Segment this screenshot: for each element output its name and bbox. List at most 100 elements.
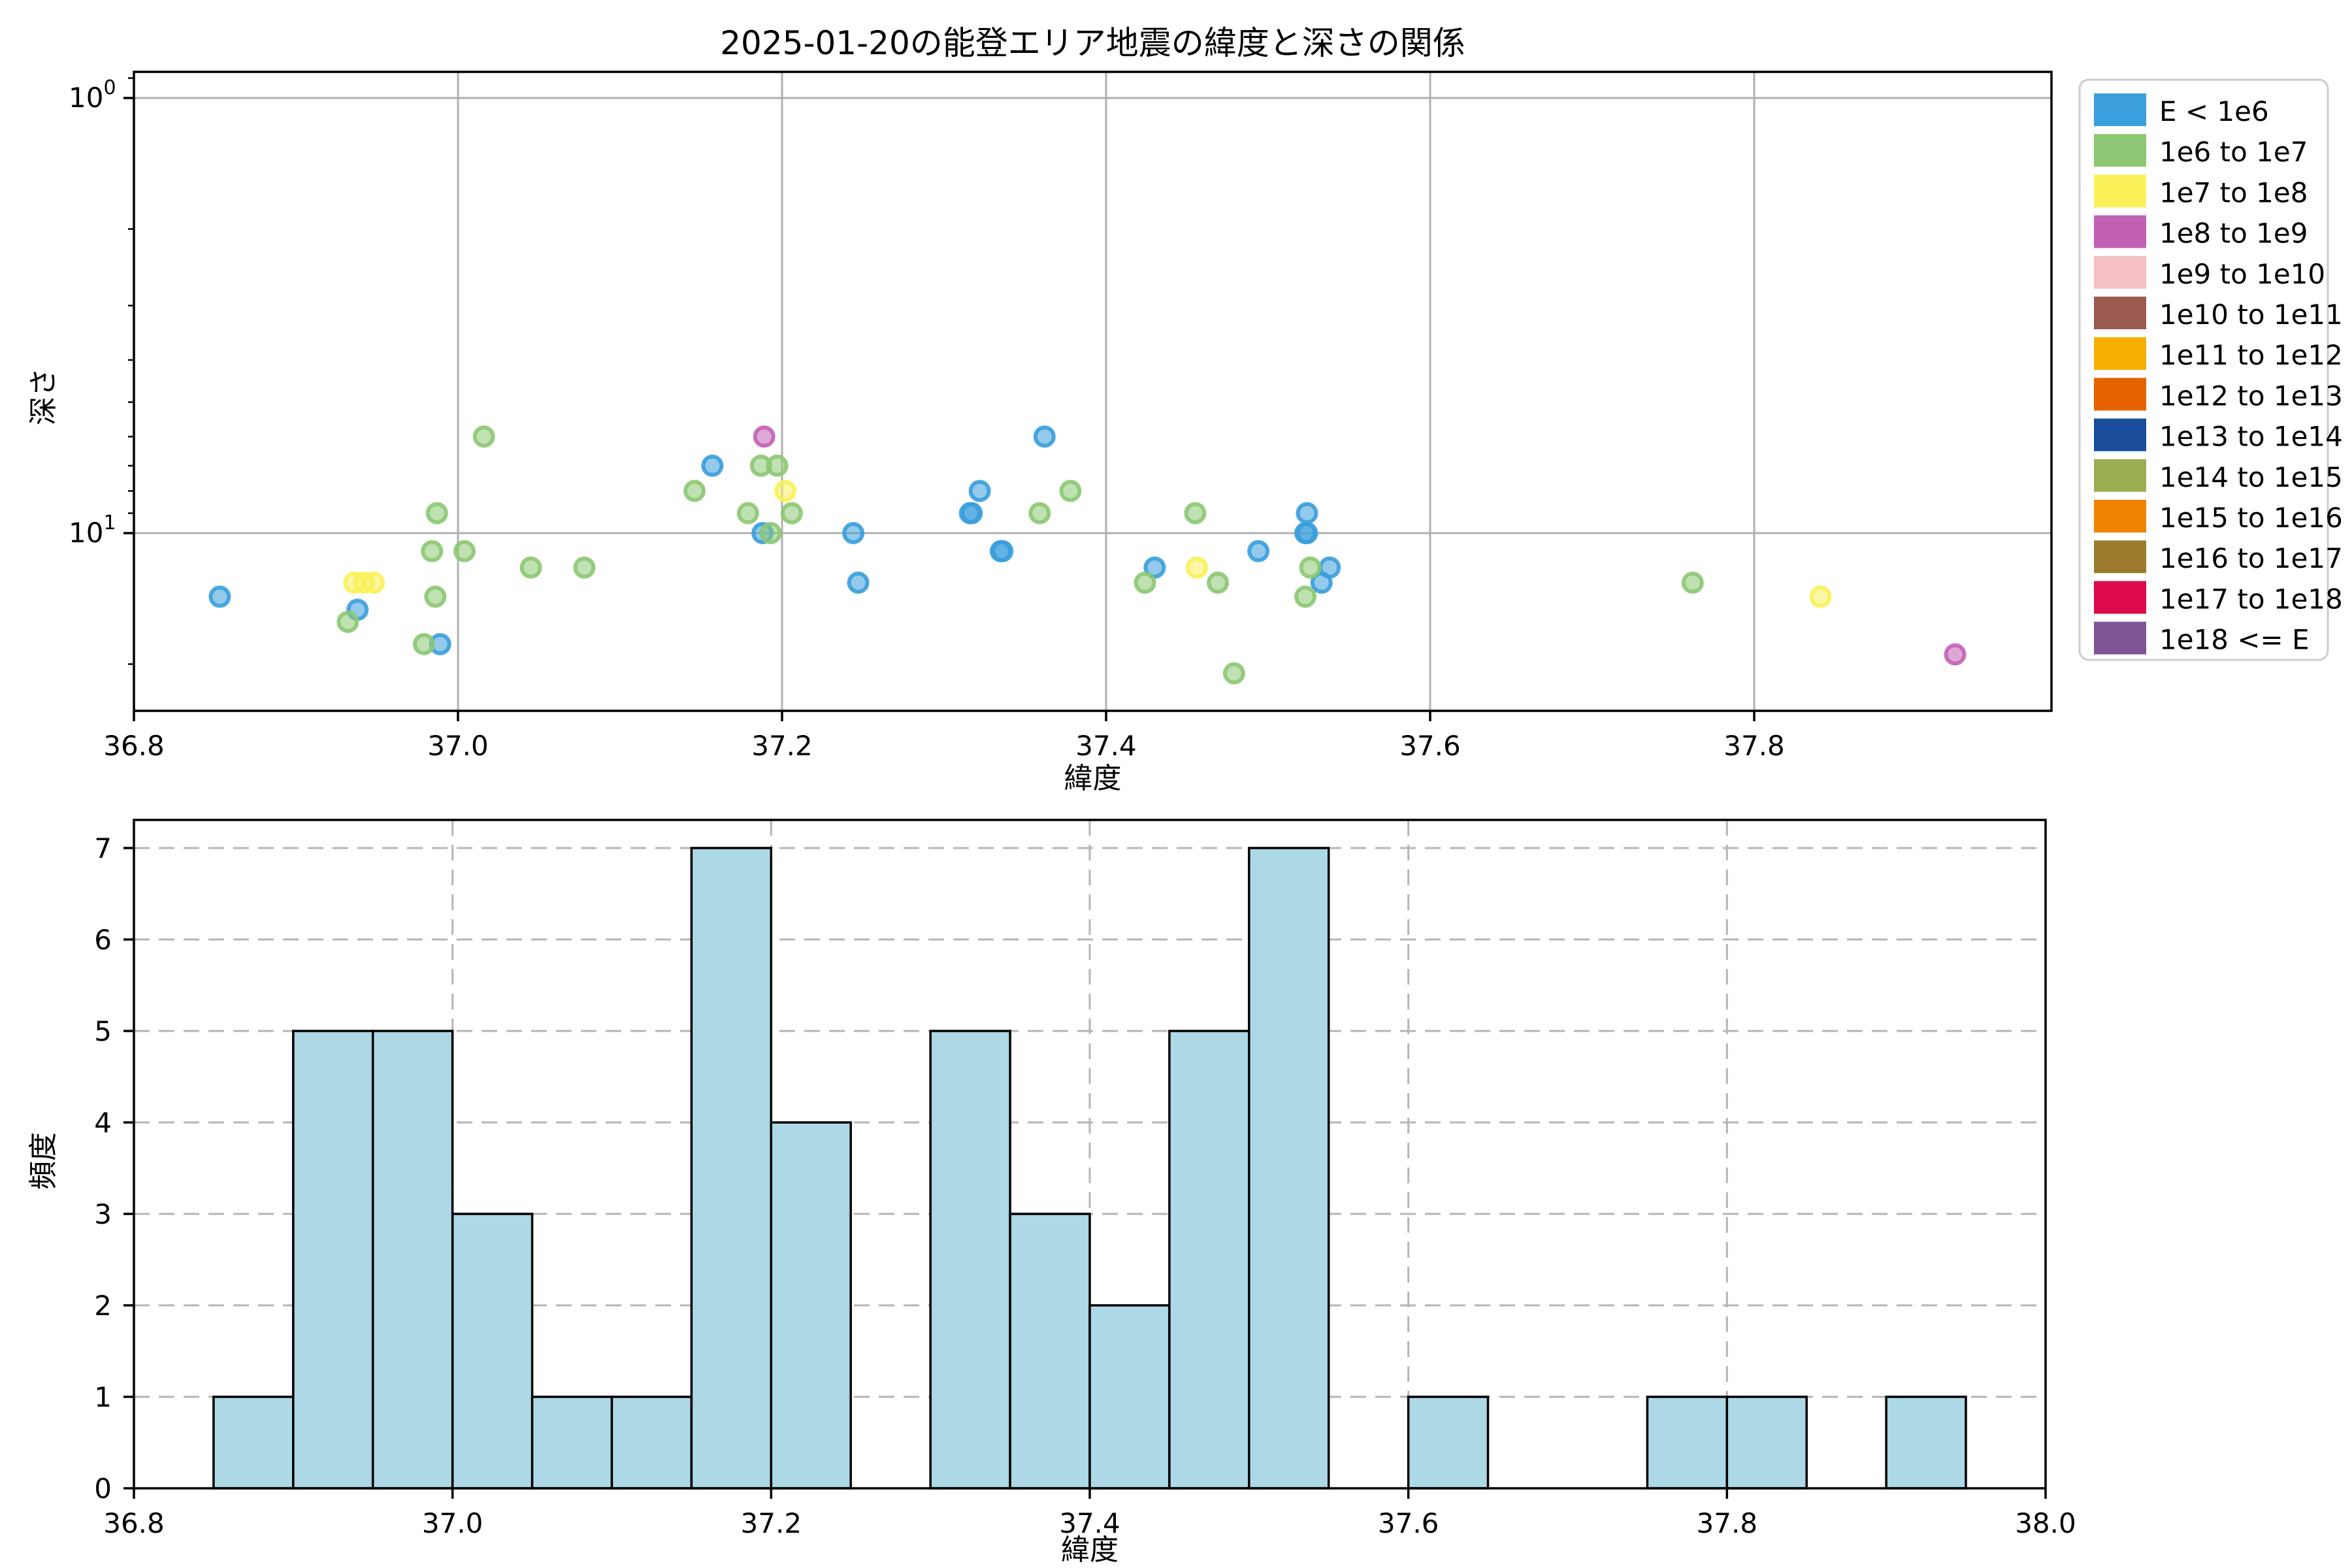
- legend-label: 1e8 to 1e9: [2159, 218, 2308, 250]
- scatter-point: [1294, 585, 1316, 608]
- legend-swatch-5: [2094, 297, 2146, 329]
- y-tick-label: 7: [94, 832, 112, 864]
- legend-item: 1e16 to 1e17: [2094, 540, 2343, 574]
- legend-label: E < 1e6: [2159, 95, 2269, 127]
- y-tick-label: 101: [69, 512, 116, 549]
- hist-bar: [212, 1396, 295, 1490]
- hist-bar: [770, 1121, 852, 1490]
- scatter-point: [1207, 571, 1230, 594]
- scatter-point: [1184, 502, 1207, 525]
- x-tick-label: 37.8: [1697, 1507, 1758, 1539]
- scatter-point: [453, 540, 476, 563]
- legend-item: 1e14 to 1e15: [2094, 459, 2343, 493]
- scatter-point: [412, 633, 435, 655]
- legend-item: 1e6 to 1e7: [2094, 134, 2308, 168]
- hist-bar: [1885, 1396, 1967, 1490]
- hist-bar: [610, 1396, 693, 1490]
- legend-swatch-3: [2094, 215, 2146, 248]
- scatter-point: [842, 522, 865, 544]
- scatter-point: [1028, 502, 1051, 525]
- scatter-point: [208, 585, 231, 608]
- legend-swatch-4: [2094, 255, 2146, 289]
- legend-label: 1e6 to 1e7: [2159, 136, 2308, 168]
- legend-swatch-10: [2094, 500, 2146, 532]
- x-tick-label: 36.8: [103, 730, 165, 762]
- legend-swatch-9: [2094, 459, 2146, 492]
- scatter-point: [1185, 556, 1208, 579]
- series-3: [753, 425, 1967, 666]
- x-tick-label: 37.0: [422, 1507, 483, 1539]
- scatter-point: [336, 610, 359, 633]
- legend-item: 1e11 to 1e12: [2094, 337, 2343, 371]
- legend-item: 1e13 to 1e14: [2094, 418, 2343, 453]
- y-tick-label: 4: [94, 1107, 112, 1139]
- x-tick-label: 37.4: [1059, 1507, 1120, 1539]
- scatter-point: [753, 425, 776, 448]
- legend-item: 1e17 to 1e18: [2094, 581, 2343, 615]
- hist-bar: [1088, 1304, 1171, 1490]
- series-2: [343, 480, 1832, 608]
- x-tick-label: 37.4: [1075, 730, 1137, 762]
- scatter-xaxis-label: 緯度: [1064, 762, 1122, 795]
- legend-swatch-8: [2094, 418, 2146, 451]
- histogram-plot: 36.8 37.0 37.2 37.4 37.6 37.8 38.0 0 1 2 3 4 5 6 7: [94, 819, 2076, 1539]
- legend-label: 1e10 to 1e11: [2159, 299, 2343, 331]
- legend-swatch-2: [2094, 174, 2146, 208]
- hist-bar: [1646, 1396, 1729, 1490]
- scatter-point: [1247, 540, 1270, 563]
- scatter-point: [1299, 556, 1322, 579]
- x-tick-label: 37.2: [751, 730, 813, 762]
- hist-bar: [531, 1396, 613, 1490]
- legend: E < 1e6 1e6 to 1e7 1e7 to 1e8 1e8 to 1e9 1e9…: [2078, 78, 2343, 661]
- legend-item: 1e8 to 1e9: [2094, 215, 2308, 250]
- x-tick-label: 37.2: [741, 1507, 802, 1539]
- legend-item: E < 1e6: [2094, 93, 2269, 127]
- scatter-point: [759, 522, 782, 544]
- legend-item: 1e12 to 1e13: [2094, 378, 2343, 412]
- scatter-point: [960, 502, 983, 525]
- scatter-point: [780, 502, 803, 525]
- scatter-point: [1296, 522, 1318, 544]
- x-tick-label: 36.8: [103, 1507, 165, 1539]
- legend-item: 1e9 to 1e10: [2094, 255, 2325, 290]
- legend-label: 1e11 to 1e12: [2159, 339, 2343, 371]
- series-1: [336, 425, 1704, 685]
- y-tick-label: 5: [94, 1015, 112, 1047]
- y-tick-label: 3: [94, 1198, 112, 1230]
- legend-item: 1e18 <= E: [2094, 621, 2310, 656]
- legend-swatch-11: [2094, 540, 2146, 574]
- scatter-point: [766, 454, 789, 477]
- scatter-point: [991, 540, 1014, 563]
- legend-swatch-7: [2094, 378, 2146, 411]
- scatter-point: [1134, 571, 1156, 594]
- legend-label: 1e12 to 1e13: [2159, 380, 2343, 412]
- scatter-point: [425, 502, 448, 525]
- scatter-point: [701, 454, 724, 477]
- scatter-axes-frame: [133, 71, 2053, 712]
- scatter-point: [1310, 571, 1333, 594]
- x-tick-label: 37.6: [1378, 1507, 1439, 1539]
- y-tick-label: 6: [94, 924, 112, 956]
- scatter-point: [847, 571, 870, 594]
- scatter-point: [1681, 571, 1704, 594]
- legend-item: 1e15 to 1e16: [2094, 500, 2343, 534]
- legend-item: 1e7 to 1e8: [2094, 174, 2308, 208]
- scatter-point: [1944, 643, 1967, 666]
- scatter-point: [774, 480, 796, 502]
- legend-label: 1e13 to 1e14: [2159, 421, 2343, 453]
- y-tick-label: 1: [94, 1381, 112, 1413]
- legend-label: 1e9 to 1e10: [2159, 258, 2325, 290]
- legend-swatch-6: [2094, 337, 2146, 370]
- legend-swatch-1: [2094, 134, 2146, 167]
- scatter-point: [363, 571, 385, 594]
- legend-item: 1e10 to 1e11: [2094, 297, 2343, 331]
- scatter-point: [573, 556, 596, 579]
- hist-bar: [690, 847, 773, 1490]
- legend-label: 1e18 <= E: [2159, 624, 2310, 656]
- scatter-point: [472, 425, 495, 448]
- scatter-point: [421, 540, 444, 563]
- legend-label: 1e14 to 1e15: [2159, 461, 2343, 493]
- scatter-point: [968, 480, 991, 502]
- scatter-point: [1296, 502, 1318, 525]
